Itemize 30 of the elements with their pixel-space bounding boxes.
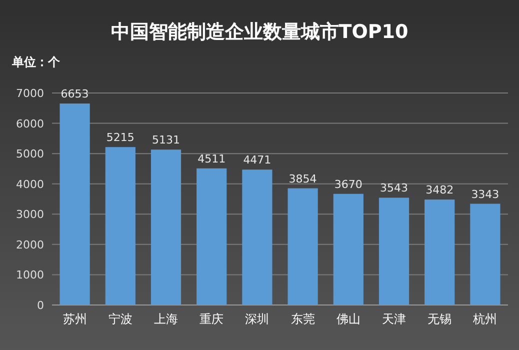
data-label: 3543: [380, 182, 408, 195]
data-label: 3854: [288, 172, 317, 186]
data-label: 3482: [426, 184, 454, 197]
y-tick-label: 0: [37, 299, 44, 312]
x-tick-label: 东莞: [290, 312, 315, 326]
x-tick-label: 深圳: [245, 312, 270, 326]
x-tick-label: 苏州: [62, 312, 87, 326]
y-tick-label: 7000: [16, 87, 44, 100]
y-tick-label: 4000: [16, 178, 44, 191]
x-tick-label: 宁波: [108, 312, 132, 326]
y-tick-label: 5000: [16, 148, 44, 161]
x-tick-label: 天津: [382, 312, 406, 326]
y-tick-label: 3000: [16, 208, 44, 222]
data-label: 5215: [106, 131, 134, 144]
data-label: 3670: [334, 178, 362, 191]
y-tick-label: 6000: [16, 117, 44, 130]
x-tick-label: 上海: [154, 312, 178, 326]
data-label: 5131: [152, 134, 180, 147]
data-label: 4471: [243, 154, 272, 167]
x-tick-label: 杭州: [472, 312, 498, 326]
data-label: 4511: [198, 152, 226, 166]
x-tick-label: 无锡: [428, 312, 452, 326]
y-axis-title: 单位：个: [11, 55, 61, 69]
y-tick-label: 2000: [16, 238, 44, 252]
chart-title: 中国智能制造企业数量城市TOP10: [110, 21, 408, 43]
data-label: 6653: [60, 88, 89, 101]
y-tick-label: 1000: [16, 268, 44, 282]
x-tick-label: 佛山: [336, 312, 360, 326]
data-label: 3343: [471, 188, 500, 201]
x-tick-label: 重庆: [200, 312, 224, 326]
